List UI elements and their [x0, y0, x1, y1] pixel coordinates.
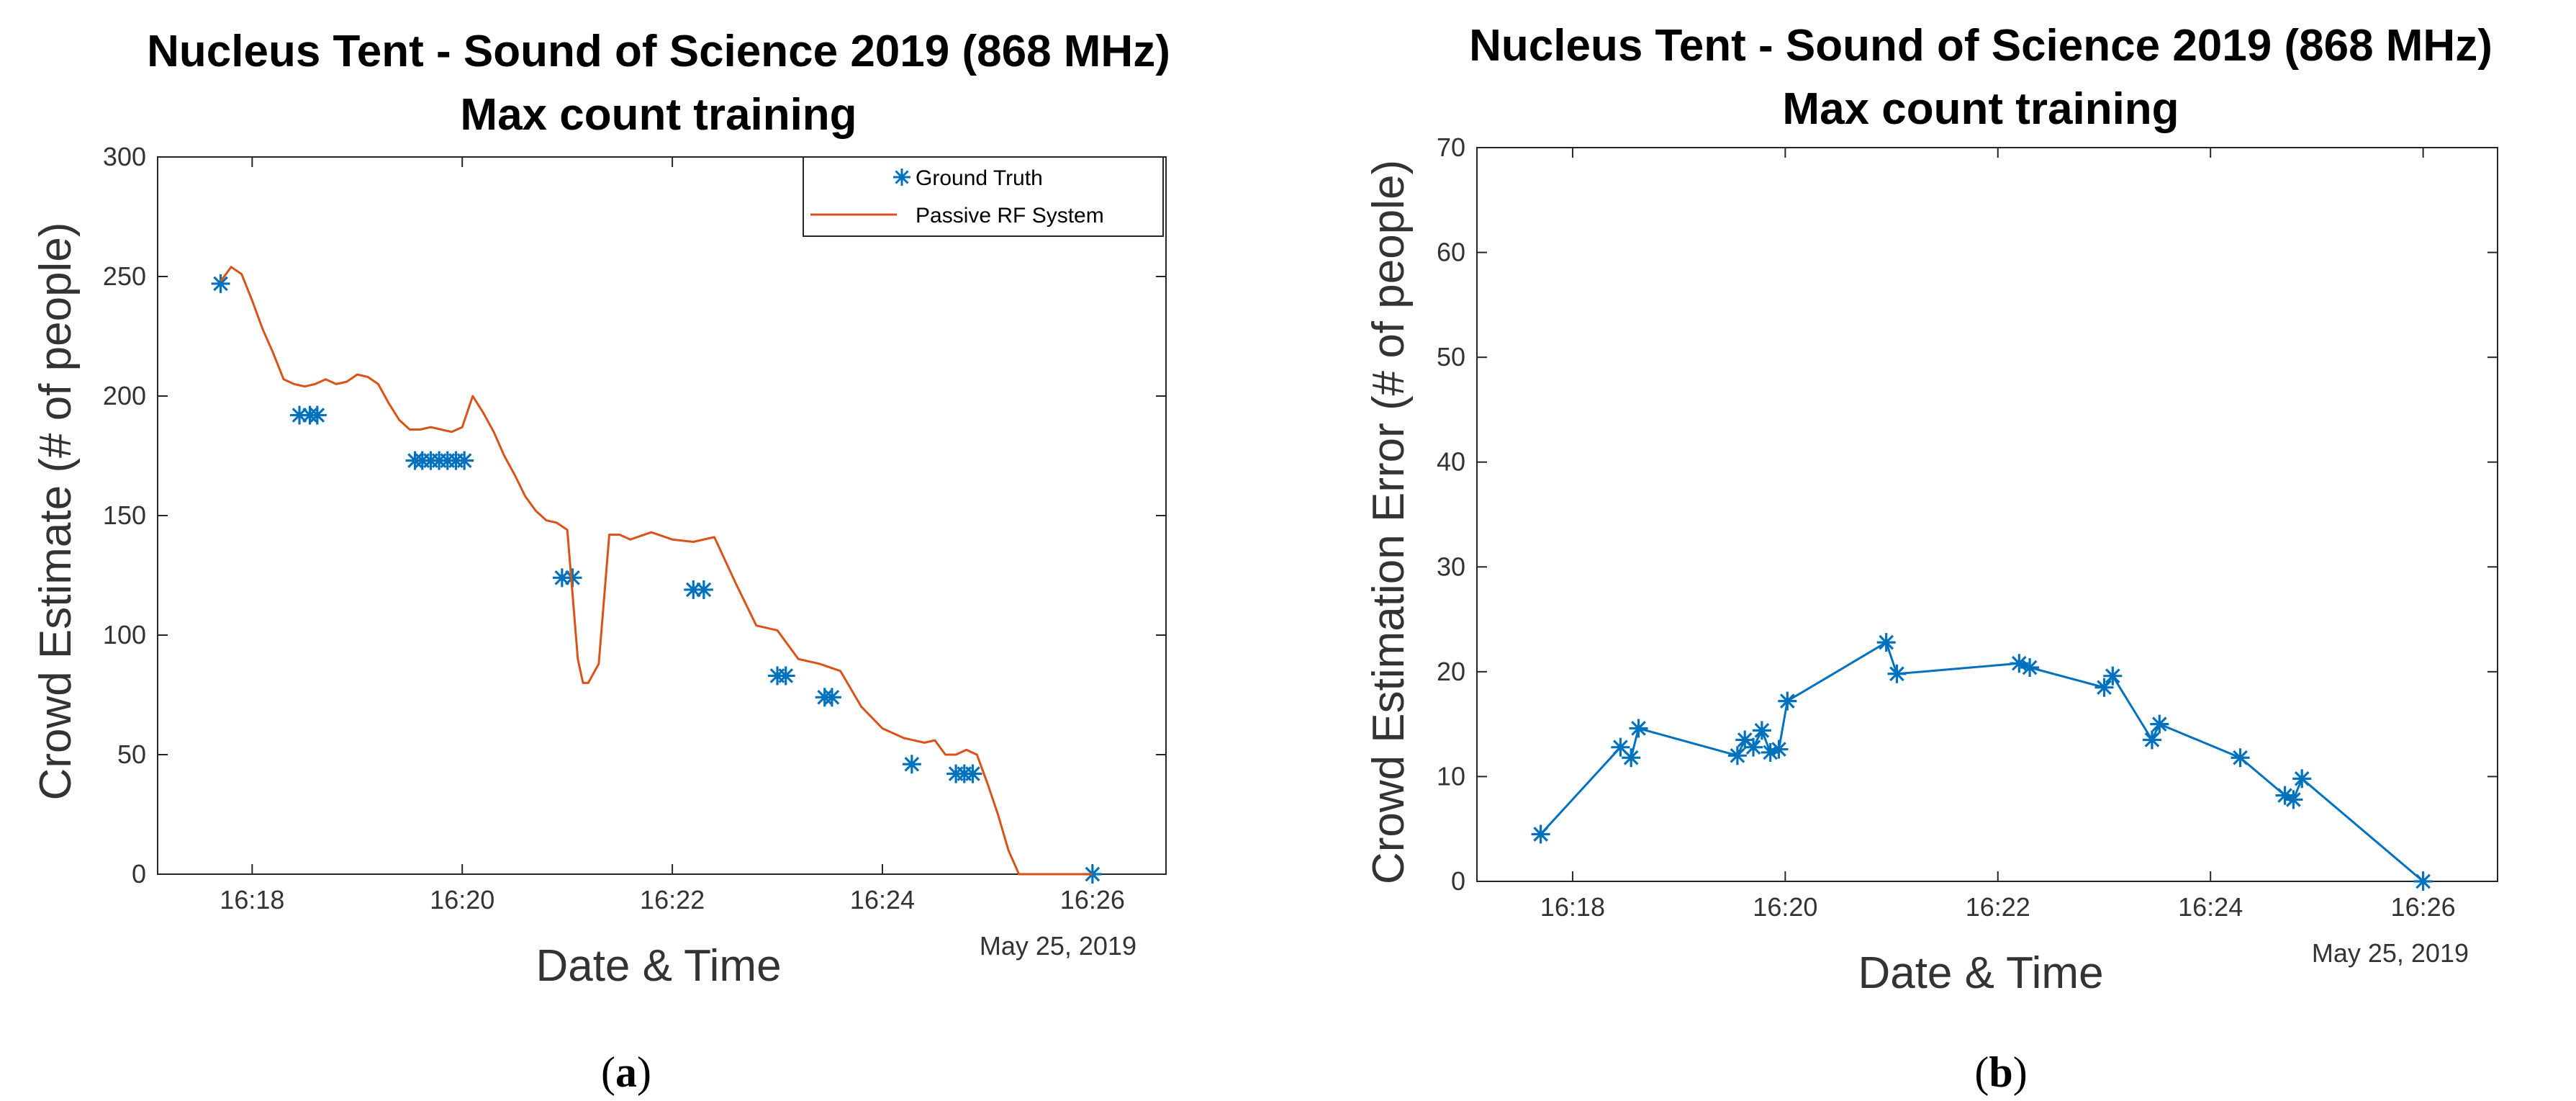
panel-b-caption: (b) — [1974, 1048, 2027, 1096]
legend-label-passive-rf: Passive RF System — [916, 204, 1104, 228]
data-point-ground-truth — [211, 274, 230, 293]
y-tick-label: 60 — [1437, 238, 1465, 267]
data-point-crowd-estimation-error — [1752, 721, 1771, 740]
panel-b-title-line2: Max count training — [1782, 84, 2179, 134]
y-tick-label: 100 — [103, 620, 146, 650]
y-tick-label: 0 — [132, 859, 146, 889]
data-point-ground-truth — [290, 405, 309, 425]
data-point-crowd-estimation-error — [1887, 664, 1907, 683]
data-point-crowd-estimation-error — [2284, 790, 2303, 809]
legend-label-ground-truth: Ground Truth — [916, 166, 1043, 190]
data-point-ground-truth — [776, 666, 795, 686]
panel-b-y-axis-label: Crowd Estimation Error (# of people) — [1364, 160, 1414, 884]
data-point-crowd-estimation-error — [1769, 740, 1789, 759]
x-tick-label: 16:18 — [220, 885, 284, 914]
data-point-ground-truth — [963, 764, 982, 783]
data-point-crowd-estimation-error — [2292, 769, 2312, 788]
panel-b-title-line1: Nucleus Tent - Sound of Science 2019 (86… — [1469, 21, 2493, 71]
data-point-ground-truth — [694, 580, 713, 599]
data-point-crowd-estimation-error — [1778, 691, 1797, 711]
panel-a-title-line2: Max count training — [460, 90, 857, 140]
data-point-crowd-estimation-error — [2103, 666, 2123, 686]
y-tick-label: 0 — [1451, 866, 1465, 896]
y-tick-label: 150 — [103, 500, 146, 530]
x-tick-label: 16:26 — [1060, 885, 1125, 914]
legend-box — [803, 156, 1164, 237]
data-point-crowd-estimation-error — [2231, 748, 2250, 768]
x-tick-label: 16:22 — [1966, 892, 2030, 922]
y-tick-label: 30 — [1437, 552, 1465, 581]
panel-b-plot-area: 0 10 20 30 40 50 60 70 16:18 16:20 16:22 16:24 16:26 — [1437, 132, 2498, 922]
x-tick-label: 16:26 — [2391, 892, 2456, 922]
panel-a: Nucleus Tent - Sound of Science 2019 (86… — [31, 27, 1170, 1096]
panel-a-legend: Ground Truth Passive RF System — [803, 156, 1164, 237]
data-point-crowd-estimation-error — [1622, 748, 1641, 768]
data-point-ground-truth — [307, 405, 327, 425]
data-point-crowd-estimation-error — [2020, 658, 2040, 678]
panel-a-caption: (a) — [601, 1048, 651, 1096]
data-point-ground-truth — [455, 451, 474, 470]
y-tick-label: 50 — [1437, 342, 1465, 372]
x-tick-label: 16:24 — [2178, 892, 2243, 922]
x-tick-label: 16:18 — [1540, 892, 1605, 922]
panel-a-caption-letter: a — [615, 1048, 637, 1096]
y-tick-label: 70 — [1437, 132, 1465, 162]
data-point-ground-truth — [902, 755, 921, 774]
axes-box — [1476, 147, 2498, 882]
panel-b: Nucleus Tent - Sound of Science 2019 (86… — [1364, 21, 2498, 1096]
y-tick-label: 20 — [1437, 657, 1465, 686]
panel-b-x-axis-label: Date & Time — [1858, 948, 2103, 998]
x-tick-label: 16:24 — [850, 885, 915, 914]
panel-a-date-label: May 25, 2019 — [980, 931, 1136, 961]
data-point-crowd-estimation-error — [2142, 730, 2161, 750]
y-tick-label: 200 — [103, 381, 146, 410]
series-line-crowd-estimation-error — [1540, 641, 2424, 883]
panel-a-x-axis-label: Date & Time — [535, 941, 781, 991]
data-point-crowd-estimation-error — [1629, 719, 1648, 738]
data-point-crowd-estimation-error — [2150, 714, 2169, 734]
legend-marker-ground-truth — [893, 168, 910, 186]
x-tick-label: 16:22 — [640, 885, 705, 914]
y-tick-label: 10 — [1437, 761, 1465, 791]
data-point-crowd-estimation-error — [1531, 824, 1550, 844]
panel-b-date-label: May 25, 2019 — [2312, 938, 2469, 968]
panel-b-caption-letter: b — [1989, 1048, 2012, 1096]
x-tick-label: 16:20 — [430, 885, 494, 914]
x-tick-label: 16:20 — [1753, 892, 1817, 922]
y-tick-label: 40 — [1437, 447, 1465, 477]
y-tick-label: 300 — [103, 142, 146, 171]
panel-a-title-line1: Nucleus Tent - Sound of Science 2019 (86… — [147, 27, 1170, 76]
y-tick-label: 50 — [117, 740, 146, 769]
data-point-crowd-estimation-error — [2413, 872, 2433, 891]
y-tick-label: 250 — [103, 261, 146, 291]
data-point-crowd-estimation-error — [1876, 633, 1896, 652]
data-point-crowd-estimation-error — [1727, 746, 1747, 765]
data-point-ground-truth — [822, 688, 841, 707]
data-point-crowd-estimation-error — [2094, 678, 2114, 697]
data-point-crowd-estimation-error — [1744, 737, 1763, 757]
panel-a-plot-area: 0 50 100 150 200 250 300 16:18 16:20 16:22 16:24 16… — [103, 142, 1167, 914]
panel-a-y-axis-label: Crowd Estimate (# of people) — [31, 223, 81, 801]
series-line-passive-rf-system — [220, 266, 1093, 876]
